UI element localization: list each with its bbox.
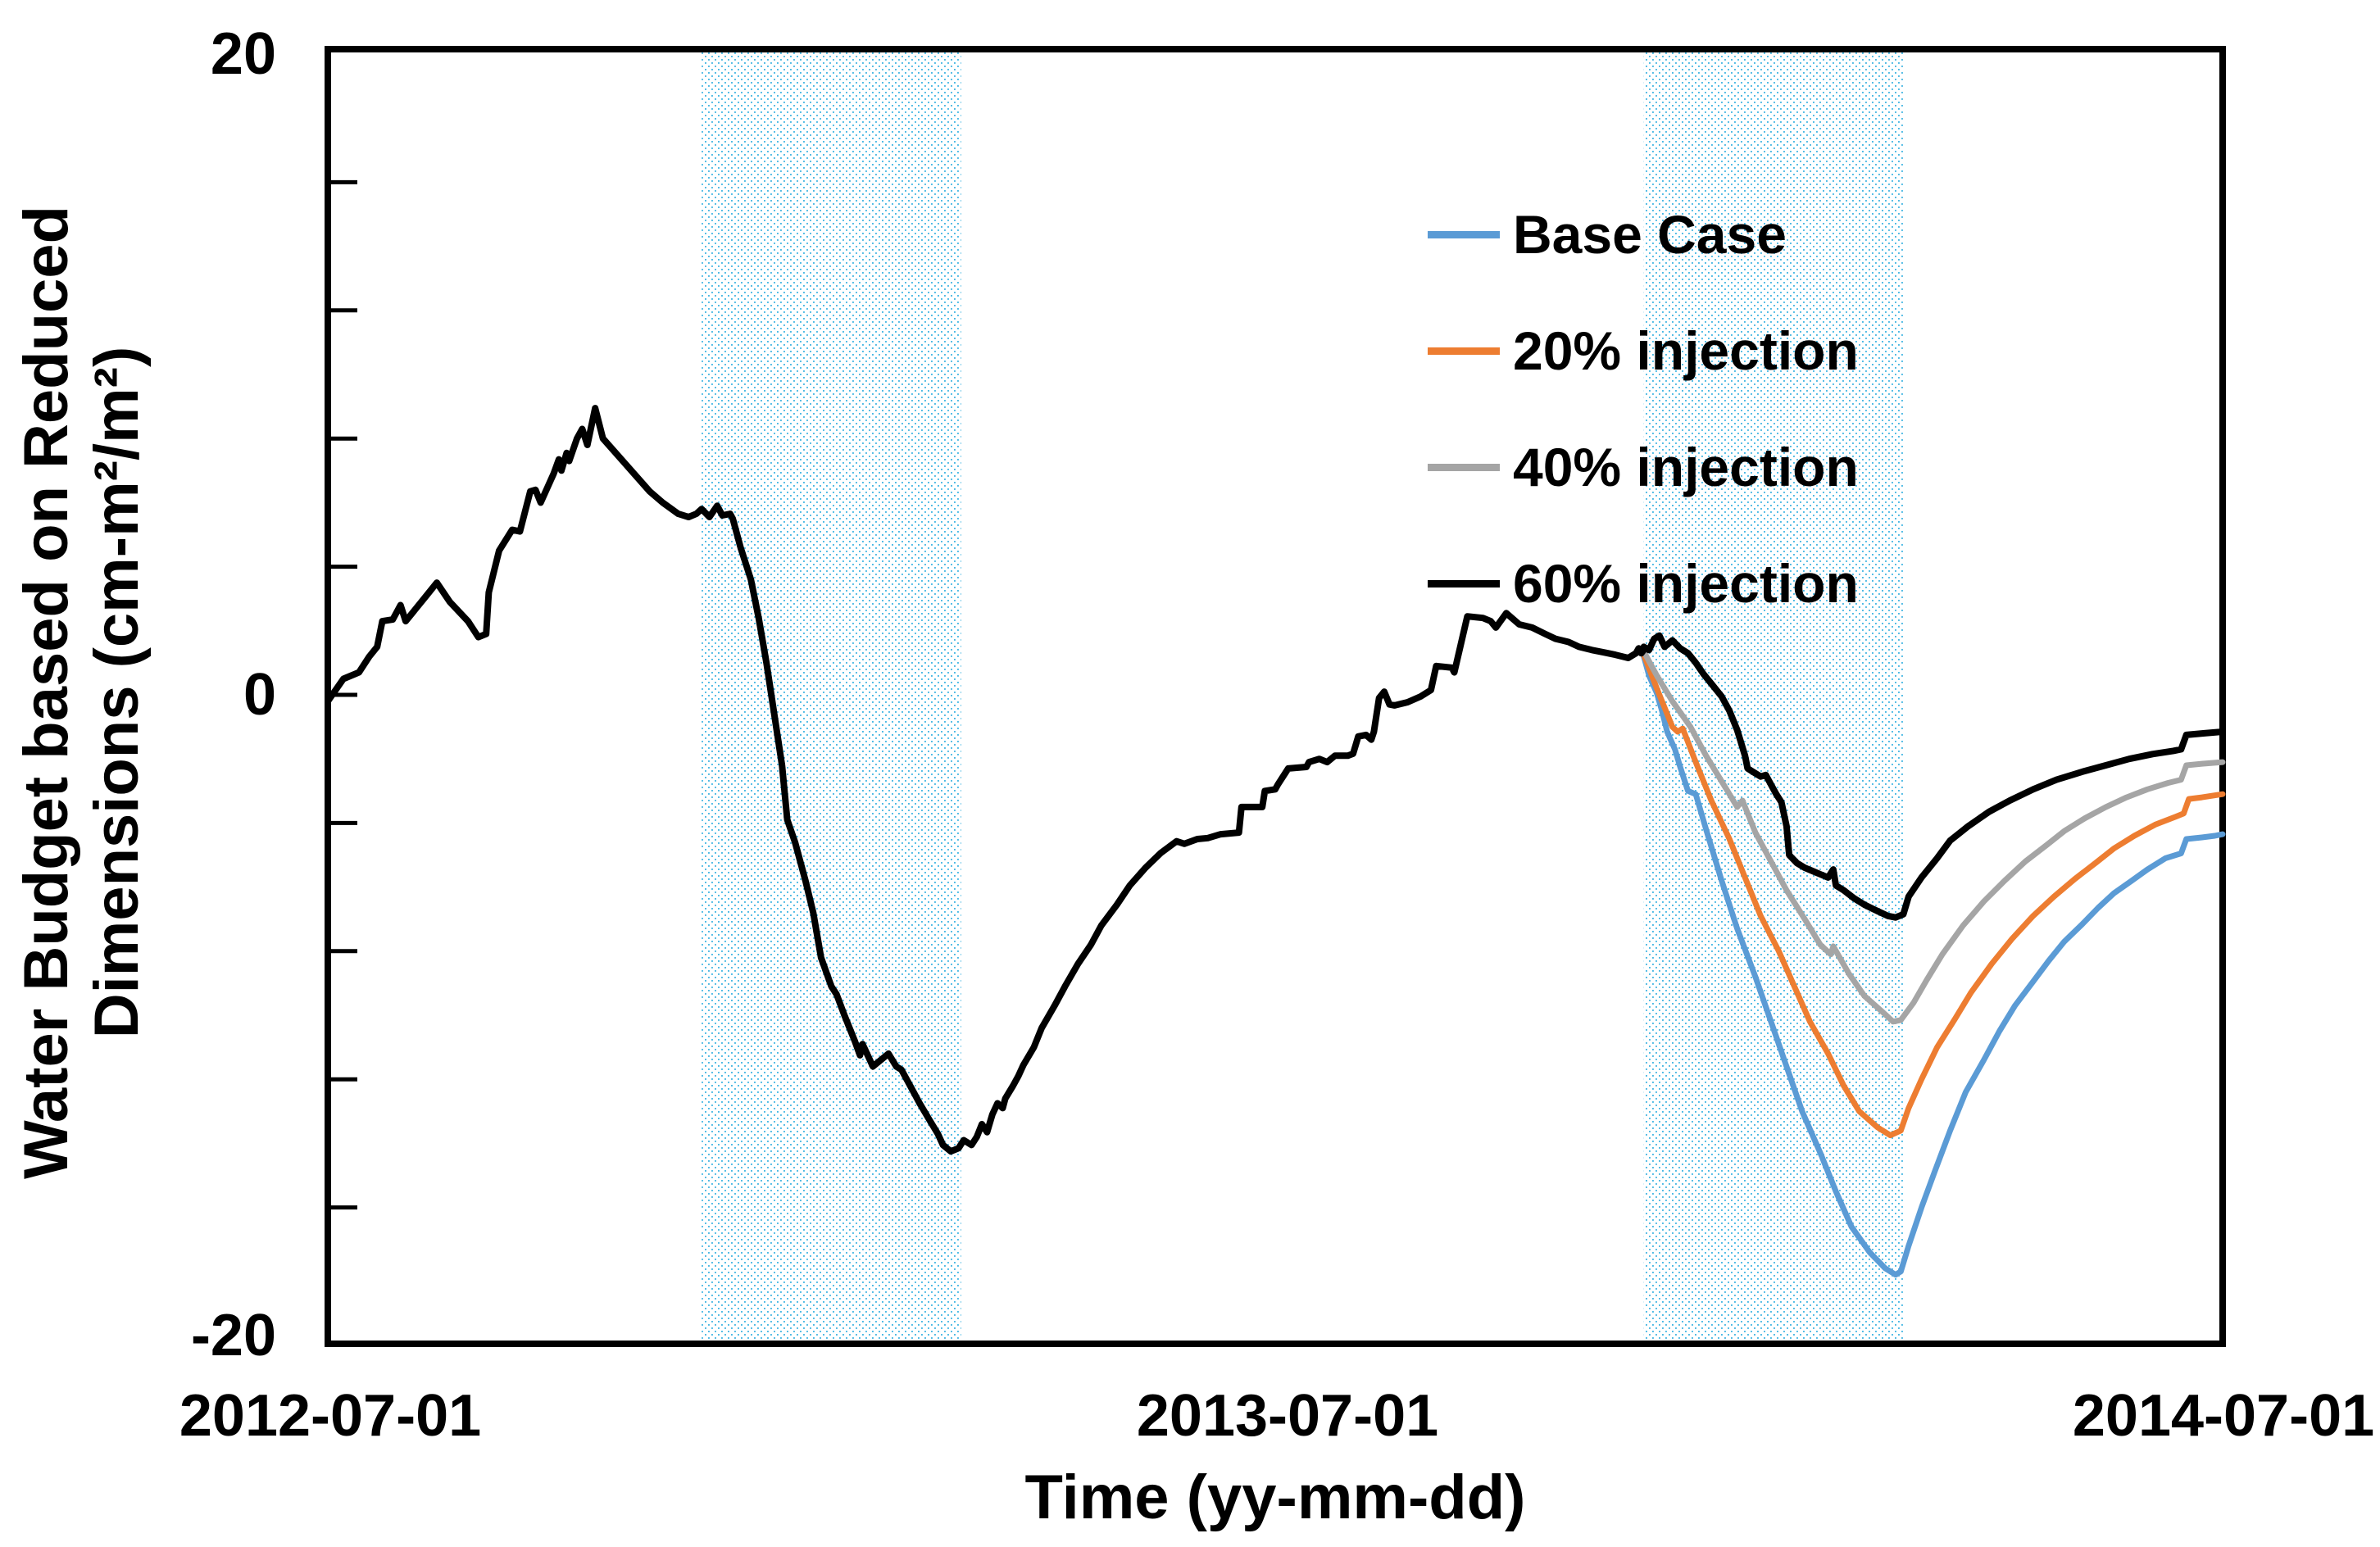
legend: Base Case 20% injection 40% injection 60… (1428, 176, 1859, 642)
legend-swatch-40-injection (1428, 463, 1500, 471)
legend-label-base-case: Base Case (1513, 204, 1787, 265)
legend-swatch-base-case (1428, 230, 1500, 238)
series-line-base-case (1641, 653, 2226, 1278)
x-tick-label-2012: 2012-07-01 (179, 1383, 482, 1449)
legend-label-40-injection: 40% injection (1513, 437, 1859, 497)
x-tick-label-2014: 2014-07-01 (2072, 1383, 2375, 1449)
plot-frame (325, 46, 2226, 1347)
legend-label-60-injection: 60% injection (1513, 553, 1859, 614)
x-tick-label-2013: 2013-07-01 (1136, 1383, 1439, 1449)
injection-period-band (702, 49, 961, 1344)
legend-item-40-injection: 40% injection (1428, 409, 1859, 525)
legend-item-20-injection: 20% injection (1428, 293, 1859, 409)
series-line-20-injection (1641, 651, 2226, 1139)
y-tick-label-neg20: -20 (190, 1303, 276, 1368)
legend-item-60-injection: 60% injection (1428, 525, 1859, 642)
series-line-40-injection (1641, 648, 2226, 1025)
legend-label-20-injection: 20% injection (1513, 320, 1859, 381)
injection-period-band (1643, 49, 1904, 1344)
y-tick-label-0: 0 (243, 662, 276, 728)
legend-swatch-20-injection (1428, 347, 1500, 355)
x-axis-title: Time (yy-mm-dd) (1024, 1463, 1526, 1532)
legend-swatch-60-injection (1428, 579, 1500, 587)
series-line-60-injection (325, 405, 2226, 1155)
legend-item-base-case: Base Case (1428, 176, 1859, 293)
y-tick-label-20: 20 (210, 21, 276, 87)
